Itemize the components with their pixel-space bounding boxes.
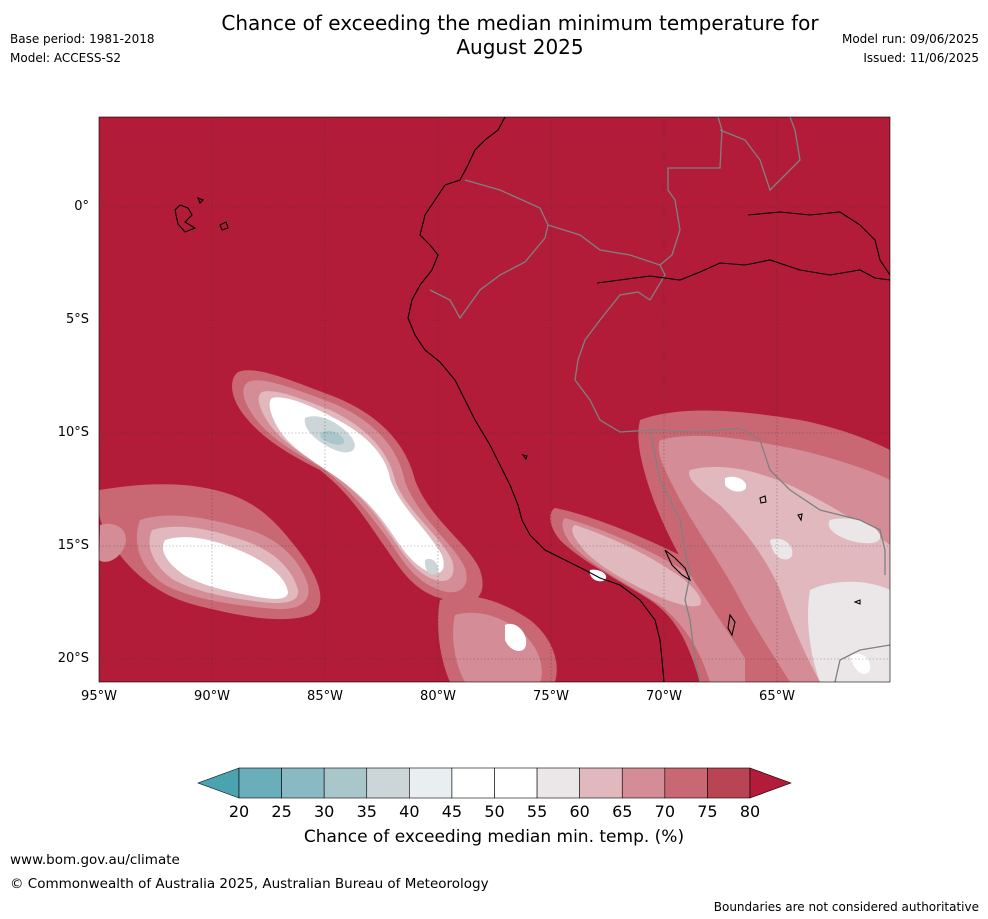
issued-date: Issued: 11/06/2025 — [863, 51, 979, 65]
lat-label-15s: 15°S — [57, 538, 89, 553]
base-period: Base period: 1981-2018 — [10, 32, 155, 46]
colorbar-cell — [409, 767, 453, 799]
colorbar-tick-label: 65 — [612, 802, 633, 821]
colorbar-cell — [366, 767, 410, 799]
map-frame — [98, 116, 891, 683]
probability-region-offshore-west — [99, 484, 321, 620]
model-name: Model: ACCESS-S2 — [10, 51, 122, 65]
colorbar-cells — [238, 767, 751, 799]
page-title: Chance of exceeding the median minimum t… — [0, 11, 988, 59]
colorbar-cell — [281, 767, 325, 799]
colorbar — [197, 767, 792, 799]
lon-label-75w: 75°W — [533, 689, 569, 704]
colorbar-tick-label: 75 — [697, 802, 718, 821]
lon-label-95w: 95°W — [81, 689, 117, 704]
colorbar-under-arrow — [197, 767, 240, 799]
colorbar-tick-label: 60 — [569, 802, 590, 821]
footer-copyright: © Commonwealth of Australia 2025, Austra… — [10, 876, 489, 892]
colorbar-cell — [238, 767, 282, 799]
lon-label-85w: 85°W — [307, 689, 343, 704]
colorbar-cell — [707, 767, 751, 799]
footer-disclaimer: Boundaries are not considered authoritat… — [713, 900, 979, 914]
colorbar-tick-label: 20 — [228, 802, 250, 821]
colorbar-cell — [323, 767, 368, 799]
colorbar-tick-label: 50 — [484, 802, 505, 821]
lon-label-90w: 90°W — [194, 689, 230, 704]
colorbar-tick-label: 35 — [356, 802, 377, 821]
map-area — [99, 117, 890, 682]
colorbar-cell — [621, 767, 666, 799]
probability-region-offshore-north — [232, 370, 483, 603]
colorbar-title: Chance of exceeding median min. temp. (%… — [303, 827, 685, 847]
colorbar-cell — [579, 767, 623, 799]
lon-label-65w: 65°W — [759, 689, 795, 704]
title-line-1: Chance of exceeding the median minimum t… — [221, 11, 819, 35]
title-line-2: August 2025 — [456, 35, 584, 59]
lat-label-10s: 10°S — [57, 425, 89, 440]
colorbar-cell — [494, 767, 538, 799]
colorbar-cell — [664, 767, 708, 799]
model-run-date: Model run: 09/06/2025 — [841, 32, 979, 46]
colorbar-over-arrow — [749, 767, 792, 799]
colorbar-tick-label: 40 — [399, 802, 420, 821]
probability-region-south-coast — [438, 508, 770, 682]
probability-region-bolivia — [638, 410, 890, 682]
colorbar-tick-label: 25 — [271, 802, 292, 821]
lat-label-5s: 5°S — [65, 312, 89, 327]
footer-url[interactable]: www.bom.gov.au/climate — [10, 852, 180, 868]
colorbar-tick-label: 55 — [526, 802, 548, 821]
lon-label-70w: 70°W — [646, 689, 682, 704]
colorbar-tick-label: 30 — [313, 802, 335, 821]
colorbar-tick-label: 80 — [739, 802, 761, 821]
lat-label-20s: 20°S — [57, 651, 89, 666]
colorbar-tick-label: 70 — [654, 802, 675, 821]
colorbar-cell — [536, 767, 580, 799]
colorbar-cell — [451, 767, 495, 799]
national-borders — [429, 117, 890, 682]
lat-label-0: 0° — [74, 199, 89, 214]
graticule — [99, 117, 890, 682]
colorbar-tick-label: 45 — [441, 802, 463, 821]
lon-label-80w: 80°W — [420, 689, 456, 704]
coastlines — [174, 117, 890, 682]
